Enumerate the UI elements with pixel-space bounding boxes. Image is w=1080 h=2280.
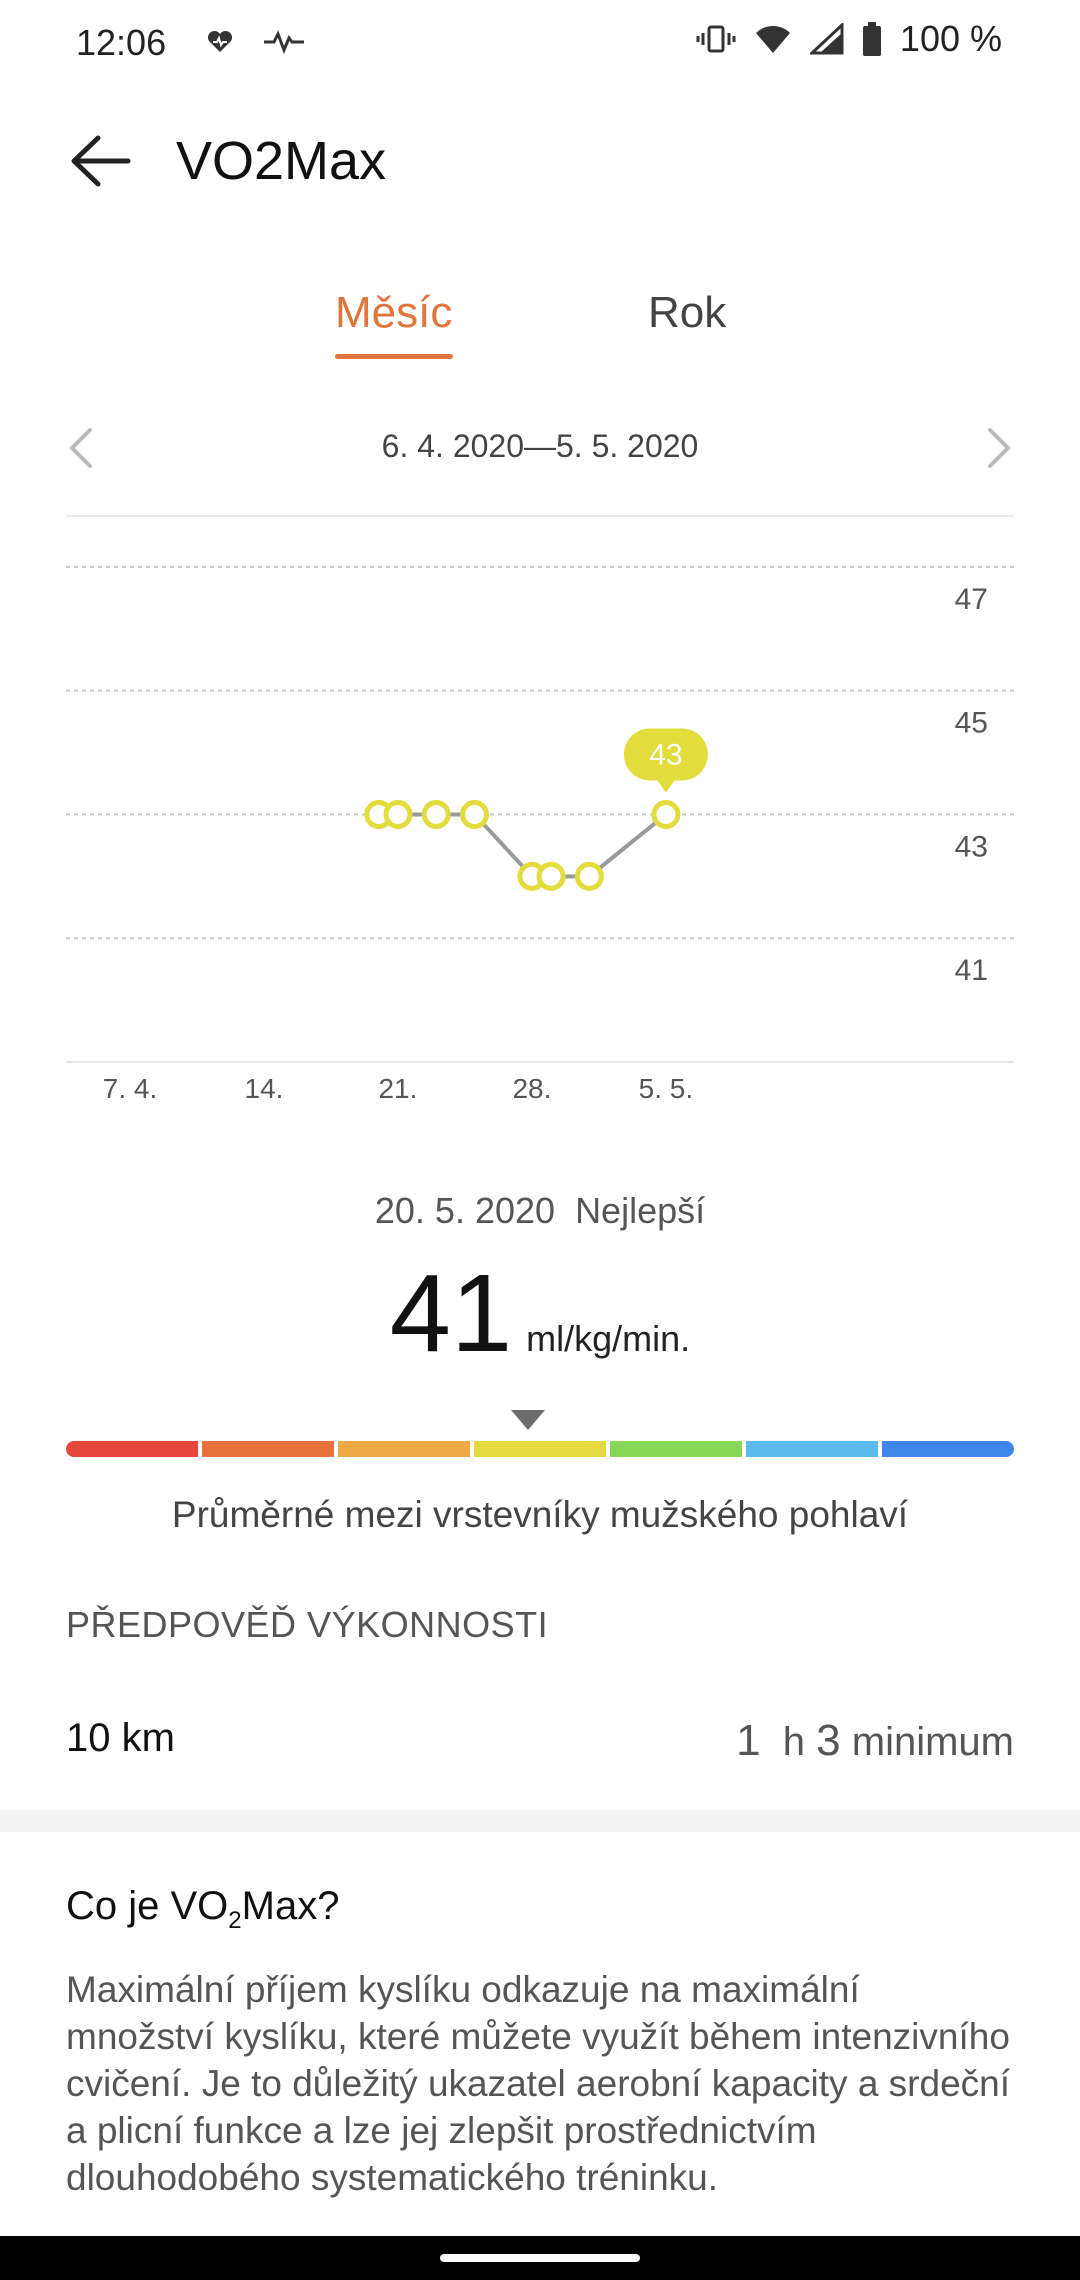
y-tick-label: 47: [955, 583, 988, 616]
home-gesture-handle[interactable]: [440, 2254, 640, 2262]
best-value-row: 41 ml/kg/min.: [0, 1250, 1080, 1377]
best-date: 20. 5. 2020: [374, 1190, 556, 1231]
best-header: 20. 5. 2020 Nejlepší: [0, 1190, 1080, 1232]
info-body: Maximální příjem kyslíku odkazuje na max…: [66, 1969, 1011, 2198]
prediction-hours: 1: [736, 1716, 761, 1765]
status-icons: 100 %: [696, 18, 1002, 60]
status-time: 12:06: [76, 22, 167, 63]
data-point[interactable]: [460, 799, 490, 829]
best-value: 41: [389, 1252, 513, 1375]
tooltip-bubble: [623, 728, 708, 781]
tooltip-value: 43: [649, 738, 682, 771]
data-point[interactable]: [574, 861, 604, 891]
prediction-hours-unit: h: [782, 1720, 806, 1764]
rating-scale-segment: [474, 1441, 606, 1457]
battery-percent: 100 %: [899, 18, 1002, 59]
chevron-left-icon[interactable]: [52, 418, 112, 478]
tab-year[interactable]: Rok: [648, 288, 727, 337]
info-title-prefix: Co je VO: [66, 1884, 229, 1928]
rating-scale-segment: [610, 1441, 742, 1457]
prediction-title: PŘEDPOVĚĎ VÝKONNOSTI: [66, 1604, 549, 1645]
value-tooltip: 43: [623, 728, 708, 793]
y-tick-label: 41: [955, 954, 988, 987]
rating-scale-segment: [882, 1441, 1014, 1457]
rating-scale-segment: [746, 1441, 878, 1457]
best-label: Nejlepší: [575, 1190, 706, 1231]
back-button[interactable]: [62, 122, 140, 200]
x-tick-label: 28.: [512, 1073, 551, 1104]
rating-scale: [66, 1441, 1014, 1457]
info-title-subscript: 2: [228, 1907, 242, 1934]
tab-indicator: [335, 354, 453, 359]
date-range-label: 6. 4. 2020—5. 5. 2020: [381, 428, 699, 464]
best-unit: ml/kg/min.: [526, 1318, 691, 1359]
y-tick-label: 43: [955, 830, 988, 863]
x-tick-label: 21.: [378, 1073, 417, 1104]
battery-icon: [862, 22, 881, 56]
activity-pulse-icon: [264, 30, 304, 54]
heart-rate-icon: [207, 30, 233, 52]
rating-scale-segment: [66, 1441, 198, 1457]
page-title: VO2Max: [176, 131, 387, 191]
y-tick-label: 45: [955, 707, 988, 740]
rating-scale-segment: [202, 1441, 334, 1457]
tooltip-tail: [655, 778, 676, 793]
chevron-right-icon[interactable]: [968, 418, 1028, 478]
rating-scale-segment: [338, 1441, 470, 1457]
x-tick-label: 5. 5.: [639, 1073, 693, 1104]
data-point[interactable]: [536, 861, 566, 891]
info-title-suffix: Max?: [241, 1884, 340, 1928]
wifi-icon: [755, 25, 790, 53]
prediction-distance: 10 km: [66, 1716, 175, 1760]
cellular-signal-icon: [809, 23, 844, 55]
x-tick-label: 14.: [245, 1073, 284, 1104]
x-tick-label: 7. 4.: [103, 1073, 157, 1104]
tab-month[interactable]: Měsíc: [335, 288, 453, 337]
vo2max-chart: 47 45 43 41 7. 4. 14. 21. 28. 5. 5. 43: [66, 515, 1014, 1104]
info-title: Co je VO2Max?: [66, 1884, 339, 1935]
data-point[interactable]: [383, 799, 413, 829]
data-point[interactable]: [651, 799, 681, 829]
vibrate-icon: [696, 25, 736, 53]
prediction-minutes: 3: [816, 1716, 841, 1765]
data-point[interactable]: [421, 799, 451, 829]
prediction-time: 1 h 3 minimum: [736, 1716, 1014, 1766]
rating-text: Průměrné mezi vrstevníky mužského pohlav…: [171, 1494, 909, 1535]
rating-pointer-icon: [511, 1410, 545, 1430]
section-divider: [0, 1810, 1080, 1832]
prediction-minutes-unit: minimum: [851, 1720, 1014, 1764]
arrow-back-icon: [71, 135, 131, 187]
